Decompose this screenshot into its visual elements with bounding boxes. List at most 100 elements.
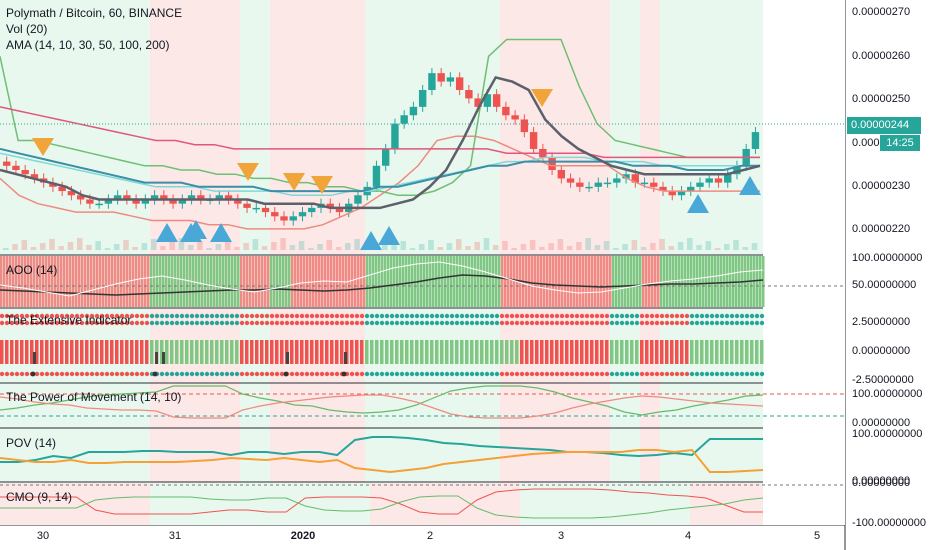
aoo-bar xyxy=(120,256,123,307)
aoo-bar xyxy=(567,256,570,307)
aoo-bar xyxy=(483,256,486,307)
extensive-dot-mid xyxy=(619,320,625,326)
aoo-bar xyxy=(441,256,444,307)
aoo-bar xyxy=(177,256,180,307)
candle-body xyxy=(409,106,418,116)
volume-bar xyxy=(76,238,83,250)
extensive-dot-mid xyxy=(74,320,80,326)
extensive-dot-bottom xyxy=(474,371,480,377)
power-movement-panel-label[interactable]: The Power of Movement (14, 10) xyxy=(6,390,182,404)
extensive-tick: -2.50000000 xyxy=(852,374,914,386)
aoo-bar xyxy=(633,256,636,307)
volume-bar xyxy=(640,247,647,250)
extensive-dot-top xyxy=(434,313,440,319)
symbol-title[interactable]: Polymath / Bitcoin, 60, BINANCE xyxy=(6,6,183,20)
aoo-bar xyxy=(351,256,354,307)
extensive-bar xyxy=(690,340,694,364)
extensive-bar xyxy=(305,340,309,364)
extensive-dot-bottom xyxy=(709,371,715,377)
ama-indicator-label[interactable]: AMA (14, 10, 30, 50, 100, 200) xyxy=(6,38,170,52)
extensive-dot-mid xyxy=(264,320,270,326)
extensive-dot-mid xyxy=(354,320,360,326)
extensive-dot-top xyxy=(459,313,465,319)
aoo-bar xyxy=(423,256,426,307)
volume-bar xyxy=(714,248,721,250)
cmo-band xyxy=(0,483,150,525)
extensive-dot-top xyxy=(9,313,15,319)
extensive-dot-top xyxy=(579,313,585,319)
extensive-dot-mid xyxy=(444,320,450,326)
price-tick: 0.00000260 xyxy=(852,50,911,62)
extensive-neutral-bar xyxy=(286,352,289,364)
extensive-dot-top xyxy=(729,313,735,319)
extensive-dot-mid xyxy=(59,320,65,326)
aoo-bar xyxy=(165,256,168,307)
extensive-dot-mid xyxy=(139,320,145,326)
extensive-dot-bottom xyxy=(144,371,150,377)
extensive-bar xyxy=(205,340,209,364)
extensive-bar xyxy=(55,340,59,364)
extensive-dot-mid xyxy=(289,320,295,326)
extensive-bar xyxy=(410,340,414,364)
extensive-dot-mid xyxy=(409,320,415,326)
volume-bar xyxy=(520,244,527,250)
extensive-dot-top xyxy=(264,313,270,319)
extensive-dot-top xyxy=(654,313,660,319)
volume-bar xyxy=(428,240,434,250)
extensive-bar xyxy=(190,340,194,364)
extensive-dot-mid xyxy=(644,320,650,326)
extensive-dot-mid xyxy=(719,320,725,326)
candle-body xyxy=(308,207,316,213)
extensive-dot-bottom xyxy=(504,371,510,377)
extensive-dot-bottom xyxy=(109,371,115,377)
ama-cyan-line xyxy=(0,152,760,197)
aoo-bar xyxy=(156,256,159,307)
aoo-bar xyxy=(759,256,762,307)
volume-indicator-label[interactable]: Vol (20) xyxy=(6,22,48,36)
aoo-bar xyxy=(471,256,474,307)
extensive-dot-mid xyxy=(299,320,305,326)
extensive-dot-bottom xyxy=(464,371,470,377)
volume-bar xyxy=(261,246,268,250)
aoo-bar xyxy=(90,256,93,307)
extensive-dot-top xyxy=(394,313,400,319)
extensive-panel-label[interactable]: The Extensive Indicator xyxy=(6,313,132,327)
aoo-bar xyxy=(597,256,600,307)
extensive-dot-bottom xyxy=(384,371,390,377)
aoo-bar xyxy=(585,256,588,307)
extensive-dot-top xyxy=(559,313,565,319)
candle-body xyxy=(733,165,741,175)
cmo-panel-label[interactable]: CMO (9, 14) xyxy=(6,490,73,504)
extensive-dot-top xyxy=(349,313,355,319)
aoo-bar xyxy=(168,256,171,307)
extensive-dot-mid xyxy=(479,320,485,326)
aoo-bar xyxy=(39,256,42,307)
aoo-bar xyxy=(6,256,9,307)
extensive-dot-mid xyxy=(274,320,280,326)
extensive-dot-top xyxy=(739,313,745,319)
volume-bar xyxy=(280,238,286,250)
extensive-dot-mid xyxy=(44,320,50,326)
pov-panel-label[interactable]: POV (14) xyxy=(6,436,57,450)
aoo-bar xyxy=(111,256,114,307)
candle-body xyxy=(3,161,11,166)
volume-bar xyxy=(12,244,18,250)
aoo-panel-label[interactable]: AOO (14) xyxy=(6,263,58,277)
aoo-bar xyxy=(618,256,621,307)
extensive-dot-top xyxy=(484,313,490,319)
extensive-dot-bottom xyxy=(389,371,395,377)
volume-bar xyxy=(150,239,157,250)
extensive-dot-mid xyxy=(54,320,60,326)
aoo-bar xyxy=(99,256,102,307)
countdown-tag: 14:25 xyxy=(880,135,920,151)
extensive-dot-bottom xyxy=(554,371,560,377)
extensive-dot-bottom xyxy=(104,371,110,377)
extensive-dot-top xyxy=(159,313,165,319)
extensive-dot-top xyxy=(124,313,130,319)
extensive-dot-top xyxy=(209,313,215,319)
extensive-bar xyxy=(440,340,444,364)
ama-salmon-line xyxy=(0,135,760,230)
extensive-dot-mid xyxy=(404,320,410,326)
extensive-bar xyxy=(15,340,19,364)
